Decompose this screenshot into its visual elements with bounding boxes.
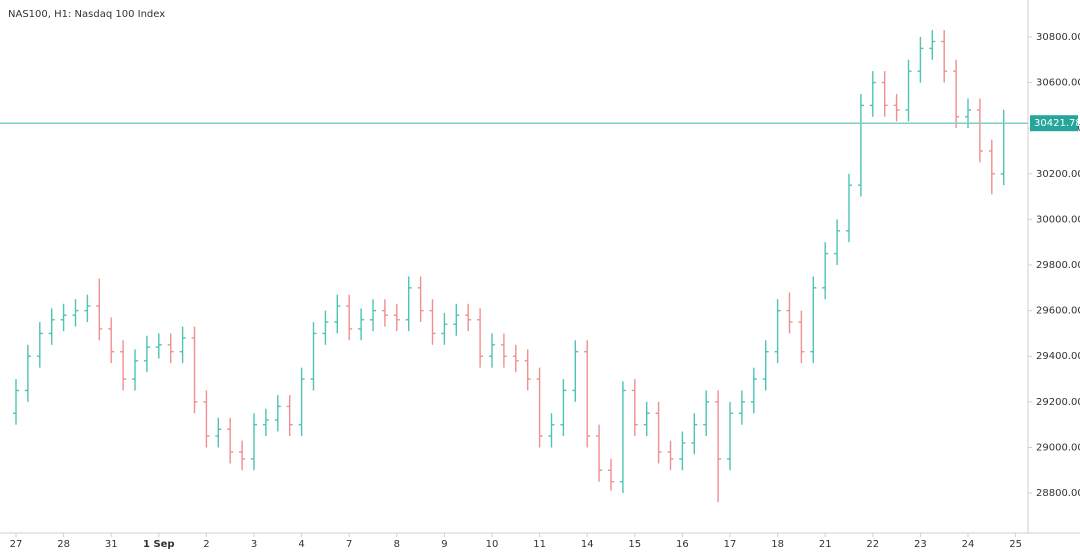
x-tick-label: 25: [1009, 539, 1022, 550]
y-tick-label: 29600.00: [1036, 306, 1080, 317]
x-tick-label: 17: [724, 539, 737, 550]
x-tick-label: 7: [346, 539, 352, 550]
x-tick-label: 31: [105, 539, 118, 550]
x-tick-label: 14: [581, 539, 594, 550]
x-tick-label: 22: [866, 539, 879, 550]
x-tick-label: 1 Sep: [143, 539, 175, 550]
y-tick-label: 30800.00: [1036, 32, 1080, 43]
x-tick-label: 15: [628, 539, 641, 550]
x-tick-label: 16: [676, 539, 689, 550]
x-tick-label: 4: [298, 539, 304, 550]
price-label-box: [1030, 115, 1078, 132]
y-tick-label: 28800.00: [1036, 488, 1080, 499]
y-tick-label: 29000.00: [1036, 442, 1080, 453]
chart-title: NAS100, H1: Nasdaq 100 Index: [8, 9, 165, 20]
x-tick-label: 28: [57, 539, 70, 550]
y-tick-label: 29200.00: [1036, 397, 1080, 408]
x-tick-label: 11: [533, 539, 546, 550]
x-tick-label: 21: [819, 539, 832, 550]
y-tick-label: 29400.00: [1036, 351, 1080, 362]
x-tick-label: 2: [203, 539, 209, 550]
price-label: 30421.78: [1034, 118, 1080, 129]
y-tick-label: 30000.00: [1036, 214, 1080, 225]
x-tick-label: 3: [251, 539, 257, 550]
y-tick-label: 30200.00: [1036, 169, 1080, 180]
x-tick-label: 23: [914, 539, 927, 550]
y-tick-label: 30600.00: [1036, 78, 1080, 89]
x-tick-label: 8: [394, 539, 400, 550]
x-tick-label: 9: [441, 539, 447, 550]
x-tick-label: 18: [771, 539, 784, 550]
x-tick-label: 24: [962, 539, 975, 550]
y-tick-label: 29800.00: [1036, 260, 1080, 271]
x-tick-label: 10: [486, 539, 499, 550]
x-tick-label: 27: [10, 539, 23, 550]
